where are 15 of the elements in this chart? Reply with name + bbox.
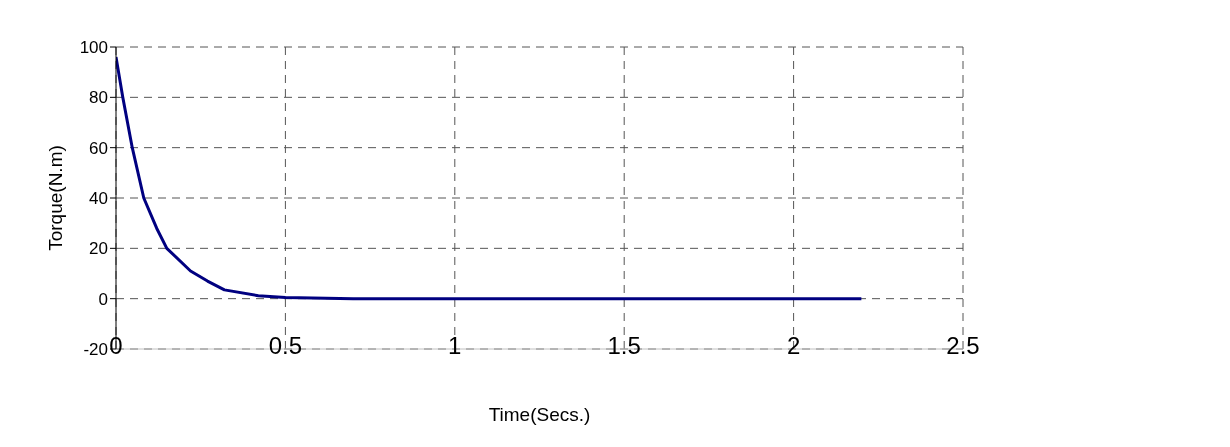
y-tick-label: 40 — [89, 189, 108, 209]
line-series — [116, 55, 863, 301]
y-tick-label: 60 — [89, 138, 108, 158]
x-axis-title: Time(Secs.) — [488, 404, 591, 425]
x-tick-label: 1.5 — [607, 332, 641, 360]
y-axis-title: Torque(N.m) — [44, 145, 66, 251]
y-tick-label: 20 — [89, 239, 108, 259]
x-tick-label: 2 — [786, 332, 801, 360]
y-tick-label: 100 — [79, 38, 108, 58]
y-tick-label: 80 — [89, 88, 108, 108]
x-tick-label: 1 — [448, 332, 462, 360]
x-tick-label: 0.5 — [268, 332, 303, 360]
x-tick-label: 2.5 — [946, 332, 980, 360]
y-tick-label: 0 — [98, 289, 108, 309]
y-tick-label: -20 — [83, 340, 108, 360]
